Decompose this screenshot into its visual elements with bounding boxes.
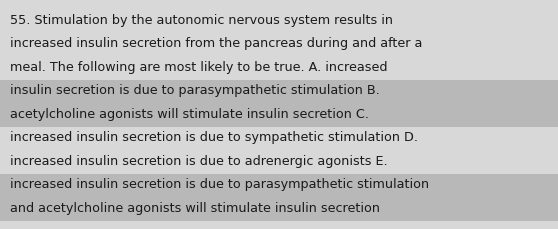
Bar [0, 174, 558, 198]
Bar [0, 104, 558, 127]
Text: acetylcholine agonists will stimulate insulin secretion C.: acetylcholine agonists will stimulate in… [10, 107, 369, 120]
Text: and acetylcholine agonists will stimulate insulin secretion: and acetylcholine agonists will stimulat… [10, 201, 380, 214]
Text: increased insulin secretion is due to adrenergic agonists E.: increased insulin secretion is due to ad… [10, 154, 388, 167]
Text: meal. The following are most likely to be true. A. increased: meal. The following are most likely to b… [10, 60, 387, 73]
Text: insulin secretion is due to parasympathetic stimulation B.: insulin secretion is due to parasympathe… [10, 84, 380, 97]
Text: increased insulin secretion is due to parasympathetic stimulation: increased insulin secretion is due to pa… [10, 178, 429, 191]
Text: increased insulin secretion is due to sympathetic stimulation D.: increased insulin secretion is due to sy… [10, 131, 418, 144]
Text: increased insulin secretion from the pancreas during and after a: increased insulin secretion from the pan… [10, 37, 422, 50]
Text: 55. Stimulation by the autonomic nervous system results in: 55. Stimulation by the autonomic nervous… [10, 14, 393, 26]
Bar [0, 198, 558, 221]
Bar [0, 80, 558, 104]
